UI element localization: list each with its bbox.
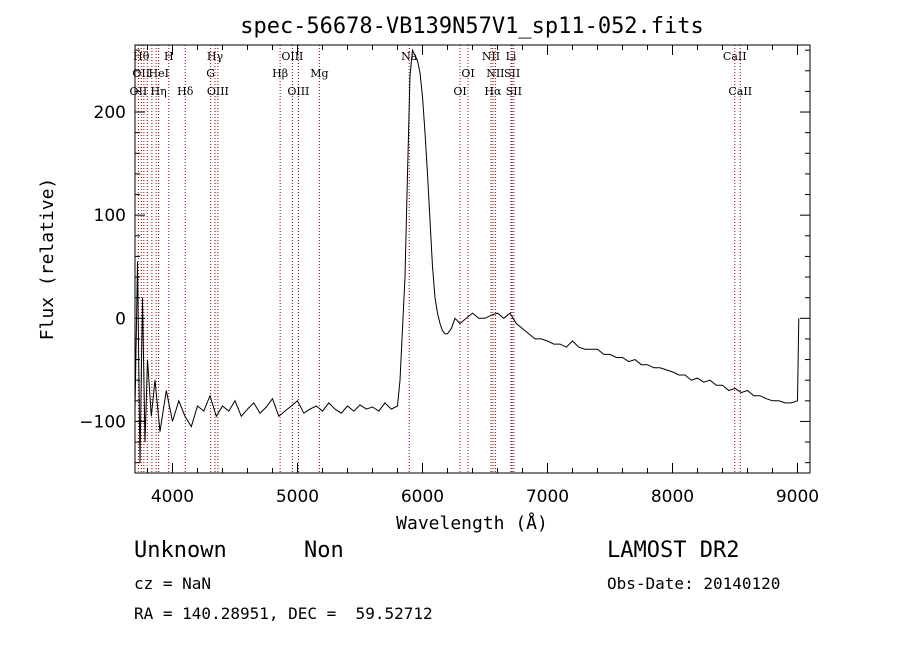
line-marker-label: Hη: [151, 85, 167, 98]
x-tick-label: 7000: [526, 487, 569, 507]
x-tick-label: 9000: [776, 487, 819, 507]
line-marker-label: Hβ: [272, 67, 288, 80]
line-marker-label: H: [164, 50, 174, 63]
x-tick-label: 8000: [651, 487, 694, 507]
y-tick-label: 200: [94, 103, 126, 123]
line-marker-label: Hθ: [133, 50, 150, 63]
line-marker-label: OI: [453, 85, 466, 98]
line-marker-label: OII: [132, 67, 150, 80]
line-marker-label: NII: [486, 67, 504, 80]
line-marker-label: OIII: [281, 50, 303, 63]
chart-title: spec-56678-VB139N57V1_sp11-052.fits: [240, 14, 704, 39]
line-marker-label: HeI: [149, 67, 169, 80]
y-tick-label: −100: [79, 412, 126, 432]
line-marker-label: Hδ: [177, 85, 194, 98]
line-marker-label: OIII: [207, 85, 229, 98]
line-marker-label: NII: [482, 50, 500, 63]
x-axis-label: Wavelength (Å): [396, 512, 548, 534]
y-tick-label: 0: [115, 309, 126, 329]
y-tick-label: 100: [94, 206, 126, 226]
line-marker-label: Hγ: [207, 50, 224, 63]
line-marker-label: OIII: [287, 85, 309, 98]
x-axis: 4000 5000 6000 7000 8000 9000: [147, 45, 819, 507]
x-tick-label: 6000: [401, 487, 444, 507]
spectrum-chart: spec-56678-VB139N57V1_sp11-052.fits OII O…: [37, 14, 819, 534]
line-marker-label: SII: [506, 85, 522, 98]
spectrum-line: [134, 48, 800, 463]
y-axis-label: Flux (relative): [37, 178, 58, 341]
y-axis: −100 0 100 200: [79, 49, 810, 464]
coordinates: RA = 140.28951, DEC = 59.52712: [134, 604, 433, 623]
x-tick-label: 4000: [151, 487, 194, 507]
line-marker-label: CaII: [723, 50, 747, 63]
plot-frame: [134, 44, 811, 474]
line-markers: OIIOIIHηHHδGHγOIIIHβOIIIOIIIMgNaOIOINIIH…: [130, 45, 752, 473]
line-marker-label: OI: [461, 67, 474, 80]
line-marker-label: G: [206, 67, 215, 80]
line-marker-label: Li: [506, 50, 517, 63]
object-class: Unknown: [134, 538, 227, 563]
line-marker-label: SII: [504, 67, 520, 80]
observation-date: Obs-Date: 20140120: [607, 574, 781, 593]
line-marker-label: Mg: [310, 67, 328, 80]
line-marker-label: CaII: [728, 85, 752, 98]
survey-name: LAMOST DR2: [607, 538, 740, 563]
object-subclass: Non: [304, 538, 344, 563]
x-tick-label: 5000: [276, 487, 319, 507]
line-marker-label: Hα: [484, 85, 502, 98]
redshift-value: cz = NaN: [134, 574, 212, 593]
